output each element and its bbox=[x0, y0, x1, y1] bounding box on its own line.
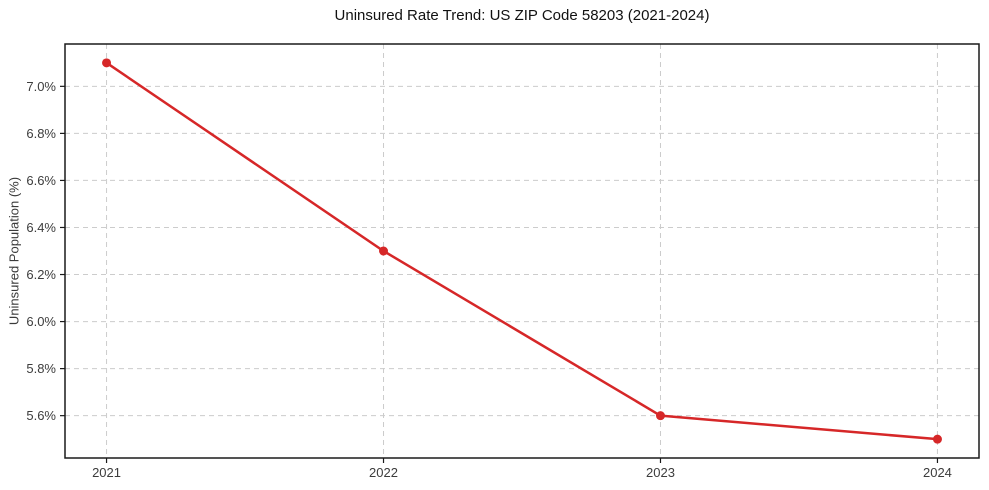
x-tick-label: 2024 bbox=[923, 465, 952, 480]
y-tick-label: 6.2% bbox=[26, 267, 56, 282]
data-point-marker bbox=[655, 411, 665, 421]
x-tick-label: 2021 bbox=[92, 465, 121, 480]
y-tick-label: 6.6% bbox=[26, 173, 56, 188]
data-point-marker bbox=[932, 434, 942, 444]
data-point-marker bbox=[102, 58, 112, 68]
y-tick-label: 5.6% bbox=[26, 408, 56, 423]
plot-frame bbox=[64, 43, 980, 459]
y-tick-label: 5.8% bbox=[26, 361, 56, 376]
chart-title: Uninsured Rate Trend: US ZIP Code 58203 … bbox=[334, 7, 710, 24]
y-tick-label: 7.0% bbox=[26, 79, 56, 94]
x-tick-label: 2022 bbox=[369, 465, 398, 480]
y-tick-label: 6.4% bbox=[26, 220, 56, 235]
data-point-marker bbox=[379, 246, 389, 256]
y-tick-label: 6.0% bbox=[26, 314, 56, 329]
x-tick-label: 2023 bbox=[646, 465, 675, 480]
trend-line bbox=[105, 61, 939, 441]
y-tick-label: 6.8% bbox=[26, 126, 56, 141]
